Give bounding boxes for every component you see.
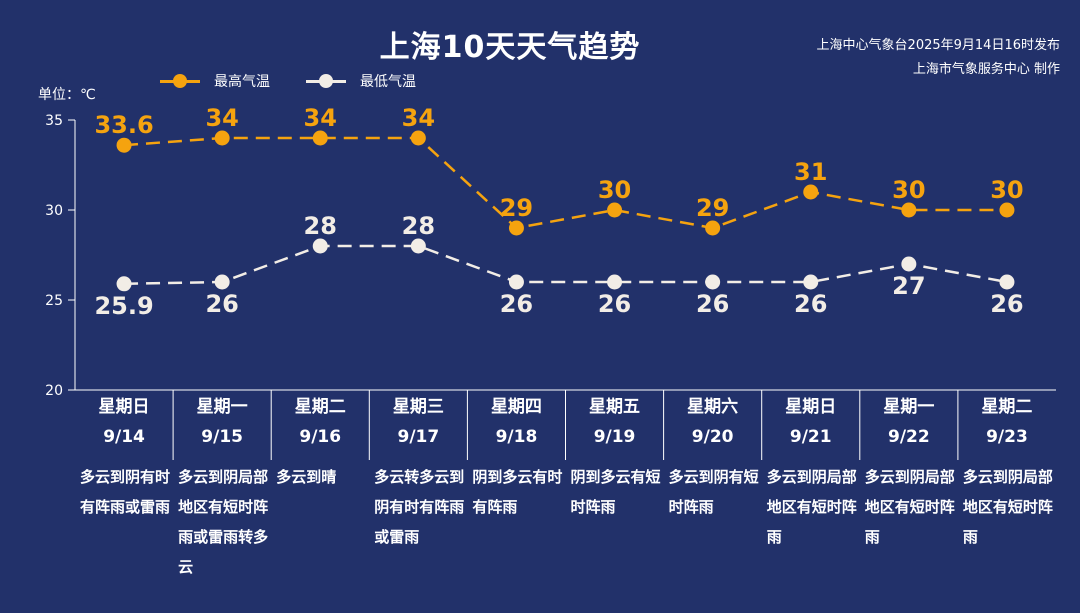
low-temp-label: 26 [990, 290, 1023, 318]
high-temp-line [123, 136, 1007, 230]
high-temp-point [116, 137, 132, 153]
low-temp-label: 28 [402, 212, 435, 240]
weather-description: 多云转多云到阴有时有阵雨或雷雨 [374, 468, 465, 546]
day-header: 星期一 9/22 [860, 392, 958, 460]
legend-item-low: 最低气温 [306, 71, 416, 91]
high-temp-label: 31 [794, 158, 827, 186]
weekday-label: 星期一 [883, 397, 935, 417]
date-label: 9/23 [986, 427, 1028, 447]
day-header: 星期二 9/23 [958, 392, 1056, 460]
low-temp-point [410, 238, 426, 254]
legend: 最高气温 最低气温 [160, 70, 452, 92]
day-header: 星期一 9/15 [173, 392, 271, 460]
high-temp-point [803, 184, 819, 200]
low-temp-line [124, 244, 1008, 286]
weekday-label: 星期五 [589, 397, 641, 417]
high-temp-label: 29 [696, 194, 729, 222]
legend-swatch-high [160, 74, 200, 88]
day-header: 星期三 9/17 [369, 392, 467, 460]
low-temp-point [312, 238, 328, 254]
date-label: 9/17 [397, 427, 440, 447]
high-temp-point [999, 202, 1015, 218]
high-temp-point [410, 130, 426, 146]
low-temp-label: 26 [500, 290, 533, 318]
high-temp-label: 29 [500, 194, 533, 222]
weather-description: 多云到阴局部地区有短时阵雨 [766, 468, 857, 546]
weather-description: 多云到阴局部地区有短时阵雨或雷雨转多云 [178, 468, 269, 576]
weekday-label: 星期二 [981, 397, 1033, 417]
high-temp-label: 34 [304, 104, 337, 132]
high-temp-label: 34 [205, 104, 238, 132]
date-label: 9/19 [593, 427, 636, 447]
low-temp-label: 26 [696, 290, 729, 318]
weekday-label: 星期二 [294, 397, 346, 417]
low-temp-label: 26 [794, 290, 827, 318]
y-tick-label: 35 [45, 113, 63, 129]
weather-description: 多云到晴 [276, 468, 337, 486]
weather-description: 阴到多云有短时阵雨 [570, 468, 661, 516]
legend-label-low: 最低气温 [360, 74, 416, 90]
day-header: 星期六 9/20 [664, 392, 762, 460]
weekday-label: 星期四 [490, 397, 542, 417]
day-header: 星期二 9/16 [271, 392, 369, 460]
high-temp-label: 30 [598, 176, 631, 204]
source-line-1: 上海中心气象台2025年9月14日16时发布 [816, 38, 1060, 53]
date-label: 9/14 [103, 427, 145, 447]
source-info: 上海中心气象台2025年9月14日16时发布 上海市气象服务中心 制作 [817, 34, 1060, 82]
day-header: 星期日 9/21 [762, 392, 860, 460]
low-temp-point [607, 274, 623, 290]
weather-description: 多云到阴有短时阵雨 [668, 468, 759, 516]
weekday-label: 星期一 [196, 397, 248, 417]
high-temp-point [607, 202, 623, 218]
low-temp-point [214, 274, 230, 290]
date-label: 9/18 [495, 427, 538, 447]
weekday-label: 星期六 [687, 397, 739, 417]
date-label: 9/20 [691, 427, 734, 447]
chart-title: 上海10天天气趋势 [379, 30, 641, 65]
low-temp-label: 26 [598, 290, 631, 318]
low-temp-point [803, 274, 819, 290]
legend-label-high: 最高气温 [214, 74, 270, 90]
high-temp-point [312, 130, 328, 146]
y-tick-label: 25 [45, 293, 63, 309]
y-tick-label: 20 [45, 383, 63, 399]
weather-description: 多云到阴有时有阵雨或雷雨 [80, 468, 171, 516]
legend-swatch-low [306, 74, 346, 88]
high-temp-point [705, 220, 721, 236]
date-label: 9/15 [201, 427, 243, 447]
low-temp-label: 26 [205, 290, 238, 318]
legend-item-high: 最高气温 [160, 71, 270, 91]
day-header: 星期日 9/14 [75, 392, 173, 460]
low-temp-point [901, 256, 917, 272]
low-temp-point [508, 274, 524, 290]
date-label: 9/22 [887, 427, 930, 447]
source-line-2: 上海市气象服务中心 制作 [912, 62, 1060, 77]
date-label: 9/21 [789, 427, 832, 447]
high-temp-label: 30 [990, 176, 1023, 204]
low-temp-label: 25.9 [94, 292, 153, 320]
low-temp-label: 27 [892, 272, 925, 300]
weather-description: 阴到多云有时有阵雨 [472, 468, 563, 516]
weekday-label: 星期日 [98, 397, 150, 417]
day-header: 星期五 9/19 [566, 392, 664, 460]
weather-description: 多云到阴局部地区有短时阵雨 [864, 468, 955, 546]
high-temp-point [508, 220, 524, 236]
high-temp-label: 34 [402, 104, 435, 132]
weekday-label: 星期三 [392, 397, 444, 417]
date-label: 9/16 [299, 427, 342, 447]
low-temp-label: 28 [304, 212, 337, 240]
low-temp-point [116, 276, 132, 292]
low-temp-point [999, 274, 1015, 290]
day-header: 星期四 9/18 [467, 392, 565, 460]
low-temp-point [705, 274, 721, 290]
weather-description: 多云到阴局部地区有短时阵雨 [962, 468, 1053, 546]
high-temp-point [901, 202, 917, 218]
high-temp-label: 30 [892, 176, 925, 204]
unit-label: 单位：℃ [38, 87, 96, 103]
high-temp-label: 33.6 [94, 111, 153, 139]
y-tick-label: 30 [45, 203, 63, 219]
weekday-label: 星期日 [785, 397, 837, 417]
high-temp-point [214, 130, 230, 146]
